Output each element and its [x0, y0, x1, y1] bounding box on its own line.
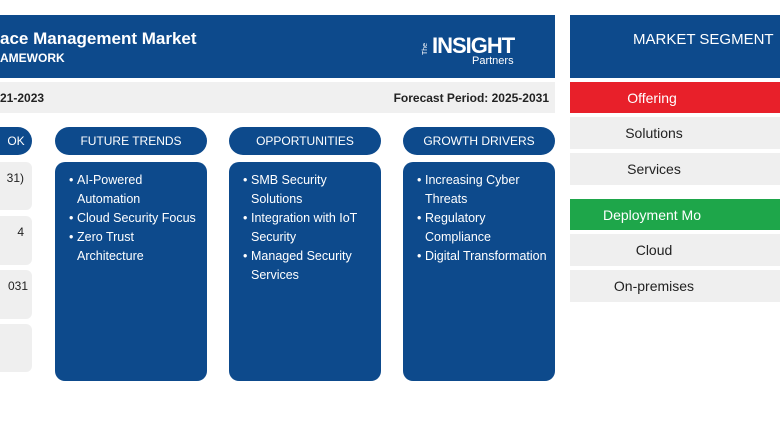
logo-the: The	[422, 42, 429, 55]
period-bar: 21-2023 Forecast Period: 2025-2031	[0, 82, 555, 113]
segment-title: MARKET SEGMENT	[570, 15, 780, 78]
column-card: Increasing Cyber ThreatsRegulatory Compl…	[403, 162, 555, 381]
column-item: 4	[0, 216, 32, 265]
bullet-list: Increasing Cyber ThreatsRegulatory Compl…	[417, 171, 547, 266]
segment-item: Services	[570, 153, 780, 185]
historical-period: 21-2023	[0, 91, 45, 105]
subtitle: AMEWORK	[0, 51, 65, 65]
logo-partners: Partners	[472, 55, 514, 67]
column-title: OPPORTUNITIES	[229, 127, 381, 155]
bullet-item: Regulatory Compliance	[417, 209, 547, 247]
forecast-period: Forecast Period: 2025-2031	[393, 91, 549, 105]
bullet-item: Managed Security Services	[243, 247, 373, 285]
segment-group: Deployment Mo	[570, 199, 780, 230]
column-card: SMB Security SolutionsIntegration with I…	[229, 162, 381, 381]
segment-item: Cloud	[570, 234, 780, 266]
bullet-item: AI-Powered Automation	[69, 171, 199, 209]
bullet-item: Increasing Cyber Threats	[417, 171, 547, 209]
column-item	[0, 324, 32, 372]
column-title: GROWTH DRIVERS	[403, 127, 555, 155]
segment-group: Offering	[570, 82, 780, 113]
column-card: AI-Powered AutomationCloud Security Focu…	[55, 162, 207, 381]
bullet-item: SMB Security Solutions	[243, 171, 373, 209]
segment-item: Solutions	[570, 117, 780, 149]
bullet-item: Zero Trust Architecture	[69, 228, 199, 266]
logo-insight: INSIGHT	[432, 33, 515, 58]
bullet-item: Integration with IoT Security	[243, 209, 373, 247]
bullet-item: Cloud Security Focus	[69, 209, 199, 228]
bullet-list: AI-Powered AutomationCloud Security Focu…	[69, 171, 199, 266]
header: ace Management Market AMEWORK The INSIGH…	[0, 15, 555, 78]
column-item: 031	[0, 270, 32, 319]
column-title: OK	[0, 127, 32, 155]
segment-item: On-premises	[570, 270, 780, 302]
column-title: FUTURE TRENDS	[55, 127, 207, 155]
bullet-list: SMB Security SolutionsIntegration with I…	[243, 171, 373, 285]
title: ace Management Market	[0, 29, 197, 48]
bullet-item: Digital Transformation	[417, 247, 547, 266]
column-item: 31)	[0, 162, 32, 210]
